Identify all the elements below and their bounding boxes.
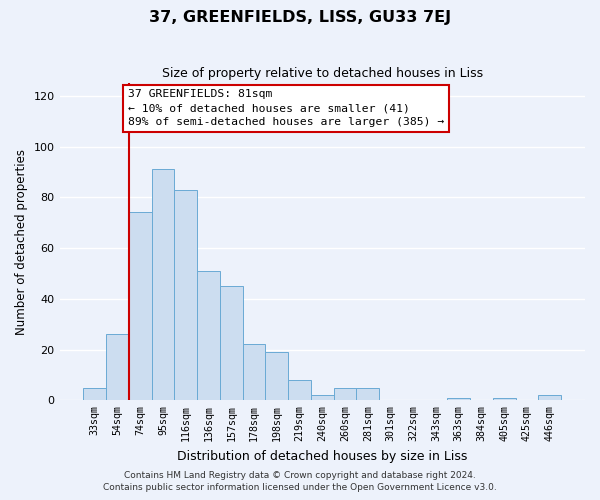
Bar — [538, 395, 561, 400]
Bar — [129, 212, 152, 400]
Bar — [242, 344, 265, 401]
Text: Contains HM Land Registry data © Crown copyright and database right 2024.
Contai: Contains HM Land Registry data © Crown c… — [103, 471, 497, 492]
Bar — [334, 388, 356, 400]
X-axis label: Distribution of detached houses by size in Liss: Distribution of detached houses by size … — [177, 450, 467, 462]
Bar — [311, 395, 334, 400]
Text: 37 GREENFIELDS: 81sqm
← 10% of detached houses are smaller (41)
89% of semi-deta: 37 GREENFIELDS: 81sqm ← 10% of detached … — [128, 90, 444, 128]
Bar — [106, 334, 129, 400]
Bar — [152, 170, 175, 400]
Bar — [175, 190, 197, 400]
Bar — [493, 398, 515, 400]
Y-axis label: Number of detached properties: Number of detached properties — [15, 148, 28, 334]
Bar — [265, 352, 288, 401]
Bar — [448, 398, 470, 400]
Bar — [220, 286, 242, 401]
Title: Size of property relative to detached houses in Liss: Size of property relative to detached ho… — [162, 68, 483, 80]
Bar — [288, 380, 311, 400]
Bar — [356, 388, 379, 400]
Bar — [197, 271, 220, 400]
Bar — [83, 388, 106, 400]
Text: 37, GREENFIELDS, LISS, GU33 7EJ: 37, GREENFIELDS, LISS, GU33 7EJ — [149, 10, 451, 25]
